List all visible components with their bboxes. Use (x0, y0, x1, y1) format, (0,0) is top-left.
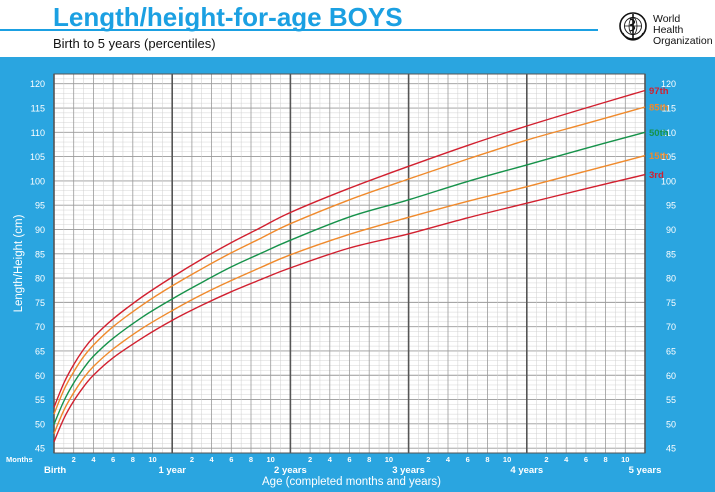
percentile-50th-label: 50th (649, 128, 669, 139)
x-month-tick-label: 10 (148, 455, 156, 464)
x-month-tick-label: 8 (367, 455, 371, 464)
y-tick-label-left: 115 (31, 104, 45, 114)
y-tick-label-right: 105 (661, 152, 676, 162)
y-tick-label-right: 120 (661, 79, 676, 89)
x-month-tick-label: 8 (604, 455, 608, 464)
y-tick-label-right: 65 (666, 346, 676, 356)
x-month-tick-label: 2 (308, 455, 312, 464)
x-month-tick-label: 8 (485, 455, 489, 464)
y-tick-label-left: 85 (35, 249, 45, 259)
x-month-tick-label: 4 (210, 455, 215, 464)
x-month-tick-label: 2 (426, 455, 430, 464)
y-tick-label-left: 105 (30, 152, 45, 162)
x-month-tick-label: 2 (72, 455, 76, 464)
x-month-tick-label: 2 (544, 455, 548, 464)
percentile-3rd-label: 3rd (649, 170, 664, 181)
percentile-50th-curve (53, 131, 646, 425)
y-tick-label-right: 45 (666, 444, 676, 454)
who-logo: World Health Organization (617, 10, 713, 47)
y-tick-label-right: 70 (666, 322, 676, 332)
x-month-tick-label: 6 (466, 455, 470, 464)
y-tick-label-right: 75 (666, 298, 676, 308)
x-unit-label: Months (6, 455, 33, 464)
y-tick-label-left: 60 (35, 371, 45, 381)
y-tick-label-right: 85 (666, 249, 676, 259)
x-month-tick-label: 4 (91, 455, 96, 464)
y-tick-label-right: 80 (666, 274, 676, 284)
percentile-85th-label: 85th (649, 103, 669, 114)
y-tick-label-left: 55 (35, 395, 45, 405)
y-tick-label-right: 115 (662, 104, 676, 114)
org-name-line2: Organization (653, 35, 713, 47)
x-month-tick-label: 6 (229, 455, 233, 464)
x-year-label: 5 years (629, 465, 662, 476)
x-axis-title: Age (completed months and years) (262, 476, 441, 488)
y-tick-label-right: 55 (666, 395, 676, 405)
y-tick-label-right: 95 (666, 201, 676, 211)
y-tick-label-left: 80 (35, 274, 45, 284)
x-month-tick-label: 10 (503, 455, 511, 464)
x-month-tick-label: 10 (267, 455, 275, 464)
percentile-85th-curve (53, 106, 646, 415)
x-year-label: 1 year (158, 465, 186, 476)
x-month-tick-label: 8 (249, 455, 253, 464)
x-month-tick-label: 10 (621, 455, 629, 464)
y-axis-title: Length/Height (cm) (13, 214, 25, 312)
percentile-15th-curve (53, 154, 646, 434)
title-underline (0, 29, 598, 31)
y-tick-label-left: 110 (31, 128, 45, 138)
x-month-tick-label: 4 (564, 455, 569, 464)
y-tick-label-left: 100 (30, 176, 45, 186)
x-month-tick-label: 6 (111, 455, 115, 464)
y-tick-label-left: 95 (35, 201, 45, 211)
plot-border (53, 73, 646, 454)
percentile-15th-label: 15th (649, 151, 669, 162)
x-year-label: 2 years (274, 465, 307, 476)
y-tick-label-right: 60 (666, 371, 676, 381)
chart-title: Length/height-for-age BOYS (53, 2, 403, 32)
x-month-tick-label: 8 (131, 455, 135, 464)
y-tick-label-left: 75 (35, 298, 45, 308)
x-year-label: 4 years (510, 465, 543, 476)
x-year-label: 3 years (392, 465, 425, 476)
percentile-97th-curve (53, 89, 646, 408)
chart-subtitle: Birth to 5 years (percentiles) (53, 36, 216, 51)
y-tick-label-left: 90 (35, 225, 45, 235)
percentile-3rd-curve (53, 173, 646, 443)
y-tick-label-right: 100 (661, 176, 676, 186)
x-month-tick-label: 6 (584, 455, 588, 464)
y-tick-label-left: 50 (35, 419, 45, 429)
x-month-tick-label: 6 (347, 455, 351, 464)
y-tick-label-left: 120 (30, 79, 45, 89)
y-tick-label-right: 50 (666, 419, 676, 429)
x-month-tick-label: 2 (190, 455, 194, 464)
x-month-tick-label: 4 (446, 455, 451, 464)
y-tick-label-left: 45 (35, 444, 45, 454)
x-month-tick-label: 10 (385, 455, 393, 464)
percentile-97th-label: 97th (649, 86, 669, 97)
x-year-label: Birth (44, 465, 66, 476)
org-name: World Health Organization (653, 14, 713, 47)
x-month-tick-label: 4 (328, 455, 333, 464)
y-tick-label-left: 70 (35, 322, 45, 332)
who-emblem-icon (619, 12, 647, 41)
org-name-line1: World Health (653, 13, 684, 36)
y-tick-label-right: 110 (662, 128, 676, 138)
y-tick-label-right: 90 (666, 225, 676, 235)
y-tick-label-left: 65 (35, 346, 45, 356)
